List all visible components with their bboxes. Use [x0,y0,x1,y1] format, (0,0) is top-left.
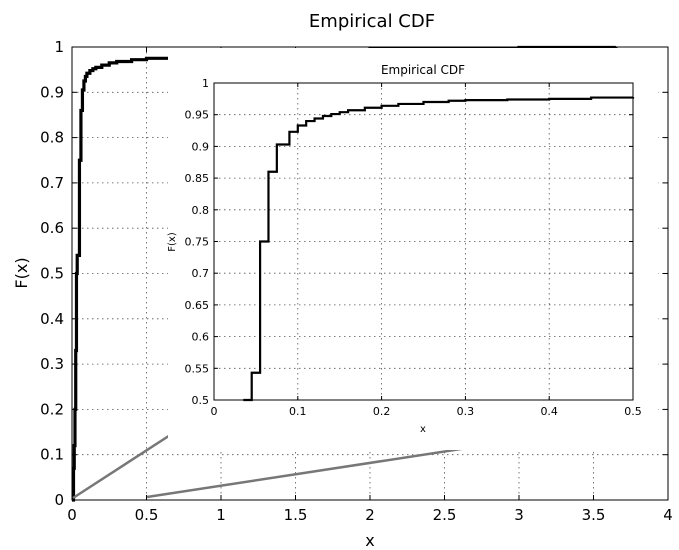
inset-y-tick-label: 0.65 [185,299,210,312]
main-y-tick-label: 1 [54,38,64,56]
main-chart-title: Empirical CDF [309,11,435,32]
main-x-tick-label: 3.5 [582,506,606,524]
inset-x-tick-label: 0.4 [540,405,558,418]
main-x-tick-label: 1.5 [284,506,308,524]
main-y-tick-label: 0.3 [40,355,64,373]
inset-y-tick-label: 0.8 [192,204,210,217]
main-y-tick-label: 0.6 [40,219,64,237]
main-x-tick-label: 4 [663,506,673,524]
inset-chart: Empirical CDF 0 0.1 0.2 0.3 0.4 0.5 0.50.550.… [167,48,658,450]
main-y-tick-label: 0 [54,491,64,509]
inset-y-axis-label: F(x) [167,232,178,252]
inset-x-tick-label: 0.5 [624,405,642,418]
main-y-axis-label: F(x) [12,257,31,288]
inset-cdf-series [243,96,635,402]
inset-y-tick-label: 0.5 [192,394,210,407]
main-y-tick-label: 0.9 [40,83,64,101]
main-y-tick-label: 0.1 [40,446,64,464]
inset-chart-title: Empirical CDF [381,63,465,77]
main-y-tick-label: 0.8 [40,129,64,147]
main-y-tick-labels: 0 0.1 0.2 0.3 0.4 0.5 0.6 0.7 0.8 0.9 1 [40,38,64,509]
inset-x-tick-labels: 0 0.1 0.2 0.3 0.4 0.5 [211,405,642,418]
main-x-tick-label: 1 [216,506,226,524]
main-x-tick-label: 2.5 [433,506,457,524]
main-x-tick-label: 0.5 [135,506,159,524]
inset-y-tick-label: 0.6 [192,331,210,344]
main-y-tick-label: 0.7 [40,174,64,192]
inset-x-axis-label: x [420,424,426,435]
main-y-tick-label: 0.5 [40,265,64,283]
inset-background [168,48,658,450]
main-x-tick-labels: 0 0.5 1 1.5 2 2.5 3 3.5 4 [67,506,673,524]
main-y-tick-label: 0.2 [40,400,64,418]
inset-y-tick-label: 0.7 [192,267,210,280]
inset-tick-marks [213,82,634,401]
main-x-tick-label: 3 [514,506,524,524]
main-x-tick-label: 0 [67,506,77,524]
inset-cdf-step-line [243,96,635,402]
inset-y-tick-label: 1 [202,77,209,90]
inset-x-tick-label: 0.2 [373,405,391,418]
main-y-tick-label: 0.4 [40,310,64,328]
inset-y-tick-label: 0.9 [192,140,210,153]
inset-x-tick-label: 0.3 [457,405,475,418]
inset-x-tick-label: 0.1 [289,405,307,418]
main-x-tick-label: 2 [365,506,375,524]
inset-x-tick-label: 0 [211,405,218,418]
inset-y-tick-label: 0.85 [185,172,210,185]
inset-y-tick-label: 0.55 [185,362,210,375]
main-x-axis-label: x [365,531,374,550]
inset-y-tick-labels: 0.5 0.55 0.6 0.65 0.7 0.75 0.8 0.85 0.9 0.95 1 [185,77,210,407]
inset-y-tick-label: 0.75 [185,236,210,249]
inset-y-tick-label: 0.95 [185,109,210,122]
